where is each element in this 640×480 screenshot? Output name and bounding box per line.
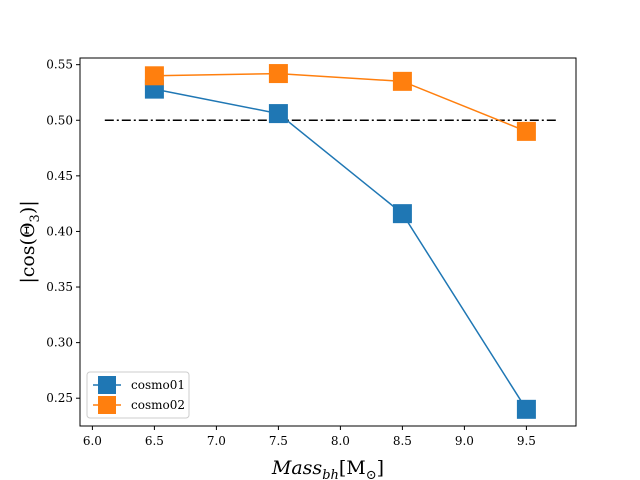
series-line-cosmo02 (154, 72, 527, 133)
x-axis-label: Massbh[M⊙] (271, 457, 384, 480)
y-tick-label: 0.35 (46, 280, 73, 294)
series-line-cosmo01 (154, 88, 528, 410)
x-tick-label: 7.5 (269, 434, 288, 448)
data-point-cosmo01 (392, 204, 412, 224)
data-point-cosmo02 (268, 64, 288, 84)
x-tick-label: 9.5 (517, 434, 536, 448)
y-tick-label: 0.50 (46, 113, 73, 127)
y-tick-label: 0.45 (46, 169, 73, 183)
x-tick-label: 9.0 (455, 434, 474, 448)
x-tick-label: 7.0 (207, 434, 226, 448)
data-point-cosmo01 (268, 104, 288, 124)
legend-label: cosmo02 (131, 398, 185, 412)
legend-marker (98, 396, 116, 414)
axes-frame (79, 57, 577, 427)
y-tick-label: 0.25 (46, 391, 73, 405)
data-point-cosmo01 (516, 399, 536, 419)
data-point-cosmo02 (516, 121, 536, 141)
legend-marker (98, 376, 116, 394)
x-tick-label: 8.5 (393, 434, 412, 448)
data-point-cosmo02 (392, 71, 412, 91)
legend: cosmo01 cosmo02 (86, 371, 190, 419)
x-tick-label: 8.0 (331, 434, 350, 448)
data-point-cosmo02 (144, 66, 164, 86)
y-axis-label: |cos(Θ3)| (17, 200, 43, 283)
axes: 6.0 6.5 7.0 7.5 8.0 8.5 9.0 9.5 0.25 0.30 0.35 0.40… (46, 57, 577, 448)
y-tick-label: 0.30 (46, 336, 73, 350)
y-tick-label: 0.55 (46, 58, 73, 72)
x-tick-label: 6.5 (145, 434, 164, 448)
x-tick-label: 6.0 (83, 434, 102, 448)
y-tick-label: 0.40 (46, 224, 73, 238)
plot-area (104, 64, 558, 419)
legend-label: cosmo01 (131, 378, 185, 392)
